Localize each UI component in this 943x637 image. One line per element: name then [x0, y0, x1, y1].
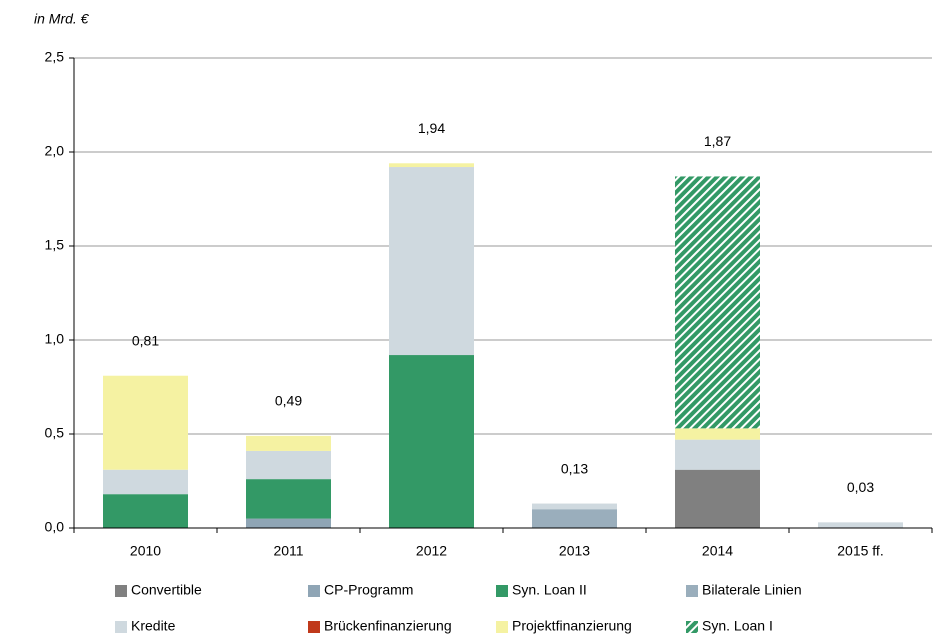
total-label: 0,81: [132, 332, 159, 348]
x-tick-label: 2014: [702, 543, 733, 559]
x-tick-label: 2010: [130, 543, 161, 559]
x-tick-label: 2011: [273, 543, 303, 559]
bar-segment: [818, 522, 903, 528]
y-tick-label: 2,0: [45, 143, 65, 159]
legend-swatch: [115, 585, 127, 597]
total-label: 0,03: [847, 479, 874, 495]
legend-swatch: [686, 585, 698, 597]
legend-swatch: [115, 621, 127, 633]
y-tick-label: 2,5: [45, 49, 65, 65]
legend-swatch: [496, 585, 508, 597]
legend-label: Bilaterale Linien: [702, 582, 802, 598]
x-tick-label: 2013: [559, 543, 590, 559]
bar-segment: [246, 518, 331, 528]
x-tick-label: 2015 ff.: [837, 543, 883, 559]
bar-segment: [103, 494, 188, 528]
legend-label: Convertible: [131, 582, 202, 598]
x-tick-label: 2012: [416, 543, 447, 559]
y-tick-label: 0,0: [45, 519, 65, 535]
bar-segment: [675, 439, 760, 470]
legend-label: Brückenfinanzierung: [324, 618, 452, 634]
y-tick-label: 1,5: [45, 237, 65, 253]
bar-segment: [675, 428, 760, 440]
legend-label: Syn. Loan II: [512, 582, 587, 598]
legend-swatch: [496, 621, 508, 633]
legend-label: Kredite: [131, 618, 176, 634]
legend-swatch: [686, 621, 698, 633]
bar-segment: [532, 509, 617, 528]
bar-segment: [246, 450, 331, 480]
bar-segment: [389, 167, 474, 356]
y-tick-label: 1,0: [45, 331, 65, 347]
total-label: 0,49: [275, 393, 302, 409]
total-label: 1,94: [418, 120, 445, 136]
legend-swatch: [308, 621, 320, 633]
bar-segment: [389, 163, 474, 168]
bar-segment: [675, 469, 760, 528]
bar-segment: [389, 355, 474, 528]
legend-swatch: [308, 585, 320, 597]
y-tick-label: 0,5: [45, 425, 65, 441]
bar-segment: [532, 503, 617, 510]
bar-segment: [246, 435, 331, 451]
bar-segment: [103, 469, 188, 495]
bar-segment: [675, 176, 760, 429]
total-label: 1,87: [704, 133, 731, 149]
bar-segment: [103, 375, 188, 470]
legend-label: CP-Programm: [324, 582, 413, 598]
bar-segment: [246, 479, 331, 519]
y-axis-label: in Mrd. €: [34, 11, 90, 27]
legend-label: Projektfinanzierung: [512, 618, 632, 634]
total-label: 0,13: [561, 460, 588, 476]
legend-label: Syn. Loan I: [702, 618, 773, 634]
